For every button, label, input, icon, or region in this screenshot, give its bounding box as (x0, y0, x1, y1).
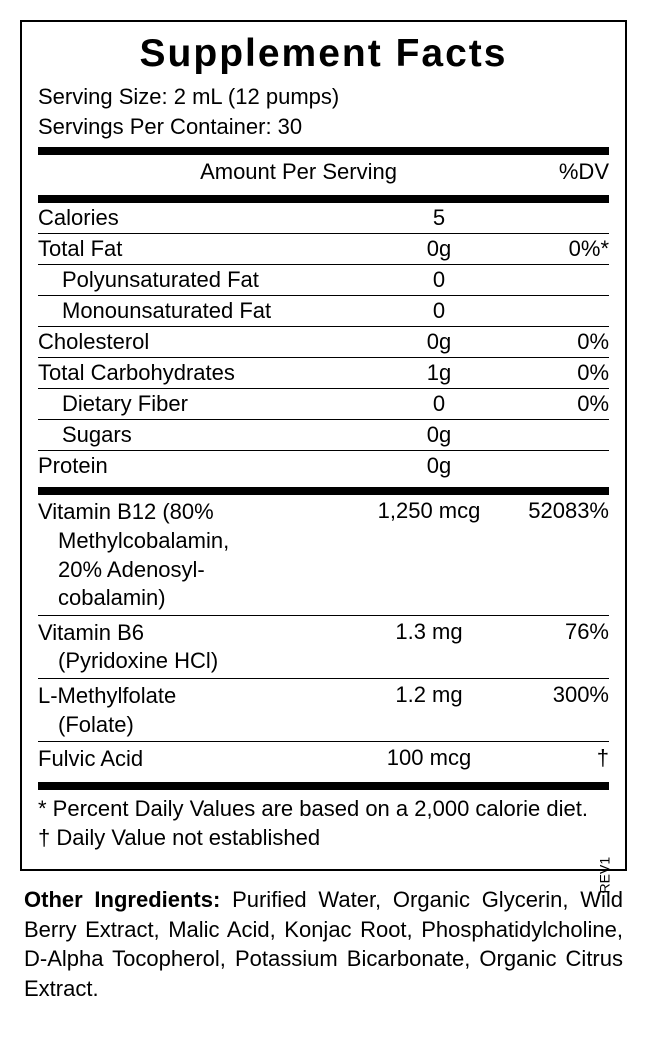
vitamin-amount: 1.3 mg (359, 619, 499, 645)
nutrient-amount: 0g (369, 453, 509, 479)
nutrient-name: Monounsaturated Fat (38, 298, 369, 324)
other-ingredients-label: Other Ingredients: (24, 887, 220, 912)
vitamin-name: Vitamin B12 (80%Methylcobalamin,20% Aden… (38, 498, 359, 612)
nutrient-row: Cholesterol0g0% (38, 326, 609, 357)
vitamin-name: Vitamin B6(Pyridoxine HCl) (38, 619, 359, 676)
nutrient-amount: 0g (369, 329, 509, 355)
nutrient-name: Cholesterol (38, 329, 369, 355)
nutrient-row: Monounsaturated Fat0 (38, 295, 609, 326)
nutrient-row: Sugars0g (38, 419, 609, 450)
vitamin-name: Fulvic Acid (38, 745, 359, 774)
nutrient-name: Dietary Fiber (38, 391, 369, 417)
nutrient-row: Total Fat0g0%* (38, 233, 609, 264)
vitamin-sub: Methylcobalamin, (38, 527, 359, 556)
nutrient-dv: 0% (509, 391, 609, 417)
nutrient-name: Total Fat (38, 236, 369, 262)
nutrient-name: Total Carbohydrates (38, 360, 369, 386)
nutrient-row: Dietary Fiber00% (38, 388, 609, 419)
vitamin-amount: 100 mcg (359, 745, 499, 771)
vitamin-sub: (Folate) (38, 711, 359, 740)
nutrient-table: Calories5Total Fat0g0%*Polyunsaturated F… (38, 203, 609, 481)
vitamin-row: Vitamin B12 (80%Methylcobalamin,20% Aden… (38, 495, 609, 614)
nutrient-name: Polyunsaturated Fat (38, 267, 369, 293)
nutrient-amount: 0 (369, 267, 509, 293)
footnotes: * Percent Daily Values are based on a 2,… (38, 790, 609, 861)
nutrient-dv: 0%* (509, 236, 609, 262)
vitamin-name: L-Methylfolate(Folate) (38, 682, 359, 739)
servings-per-container: Servings Per Container: 30 (38, 112, 609, 142)
vitamin-sub: cobalamin) (38, 584, 359, 613)
divider-thick (38, 195, 609, 203)
nutrient-name: Protein (38, 453, 369, 479)
nutrient-amount: 0g (369, 422, 509, 448)
nutrient-amount: 0g (369, 236, 509, 262)
vitamin-dv: † (499, 745, 609, 771)
nutrient-row: Total Carbohydrates1g0% (38, 357, 609, 388)
nutrient-row: Polyunsaturated Fat0 (38, 264, 609, 295)
vitamin-dv: 52083% (499, 498, 609, 524)
serving-size: Serving Size: 2 mL (12 pumps) (38, 82, 609, 112)
nutrient-name: Calories (38, 205, 369, 231)
nutrient-amount: 1g (369, 360, 509, 386)
footnote-dv: * Percent Daily Values are based on a 2,… (38, 794, 609, 824)
nutrient-row: Protein0g (38, 450, 609, 481)
vitamin-amount: 1,250 mcg (359, 498, 499, 524)
vitamin-amount: 1.2 mg (359, 682, 499, 708)
other-ingredients: Other Ingredients: Purified Water, Organ… (20, 885, 627, 1004)
header-dv: %DV (519, 159, 609, 185)
divider-thick (38, 782, 609, 790)
vitamin-row: L-Methylfolate(Folate)1.2 mg300% (38, 678, 609, 741)
vitamin-dv: 76% (499, 619, 609, 645)
nutrient-row: Calories5 (38, 203, 609, 233)
vitamin-sub: (Pyridoxine HCl) (38, 647, 359, 676)
header-row: Amount Per Serving %DV (38, 155, 609, 189)
vitamin-table: Vitamin B12 (80%Methylcobalamin,20% Aden… (38, 495, 609, 775)
supplement-facts-panel: Supplement Facts Serving Size: 2 mL (12 … (20, 20, 627, 871)
nutrient-dv: 0% (509, 329, 609, 355)
divider-thick (38, 487, 609, 495)
vitamin-row: Vitamin B6(Pyridoxine HCl)1.3 mg76% (38, 615, 609, 678)
revision-label: REV1 (596, 857, 615, 894)
nutrient-amount: 0 (369, 298, 509, 324)
nutrient-name: Sugars (38, 422, 369, 448)
footnote-dagger: † Daily Value not established (38, 823, 609, 853)
vitamin-sub: 20% Adenosyl- (38, 556, 359, 585)
nutrient-dv: 0% (509, 360, 609, 386)
nutrient-amount: 0 (369, 391, 509, 417)
header-amount: Amount Per Serving (38, 159, 519, 185)
divider-thick (38, 147, 609, 155)
nutrient-amount: 5 (369, 205, 509, 231)
panel-title: Supplement Facts (38, 32, 609, 76)
vitamin-dv: 300% (499, 682, 609, 708)
vitamin-row: Fulvic Acid100 mcg† (38, 741, 609, 776)
